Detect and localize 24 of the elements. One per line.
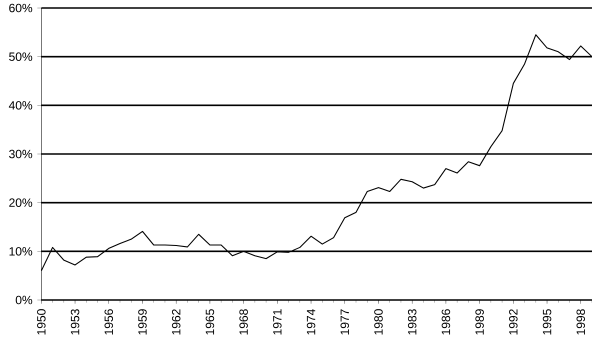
x-tick-label: 1968	[239, 309, 248, 334]
x-tick-label: 1992	[509, 309, 518, 334]
x-tick-label: 1959	[138, 309, 147, 334]
x-tick-label: 1980	[374, 309, 383, 334]
x-tick-label: 1956	[104, 309, 114, 334]
x-tick-label: 1971	[273, 309, 282, 334]
x-tick-label: 1962	[172, 309, 180, 334]
y-tick-label: 0%	[16, 296, 32, 304]
x-tick-label: 1950	[37, 309, 46, 334]
y-tick-label: 10%	[10, 247, 32, 256]
x-tick-label: 1998	[576, 309, 586, 334]
x-tick-label: 1977	[340, 309, 350, 334]
y-tick-label: 50%	[9, 52, 32, 61]
y-tick-label: 40%	[8, 101, 32, 110]
y-tick-label: 20%	[9, 198, 32, 207]
x-tick-label: 1965	[206, 309, 214, 334]
x-tick-label: 1989	[475, 309, 484, 334]
x-tick-label: 1974	[306, 309, 316, 334]
x-tick-label: 1983	[408, 309, 416, 334]
y-tick-label: 60%	[9, 4, 32, 12]
y-tick-label: 30%	[9, 150, 32, 158]
x-tick-label: 1986	[442, 309, 450, 334]
x-tick-label: 1995	[542, 309, 552, 334]
x-tick-label: 1953	[70, 309, 80, 334]
